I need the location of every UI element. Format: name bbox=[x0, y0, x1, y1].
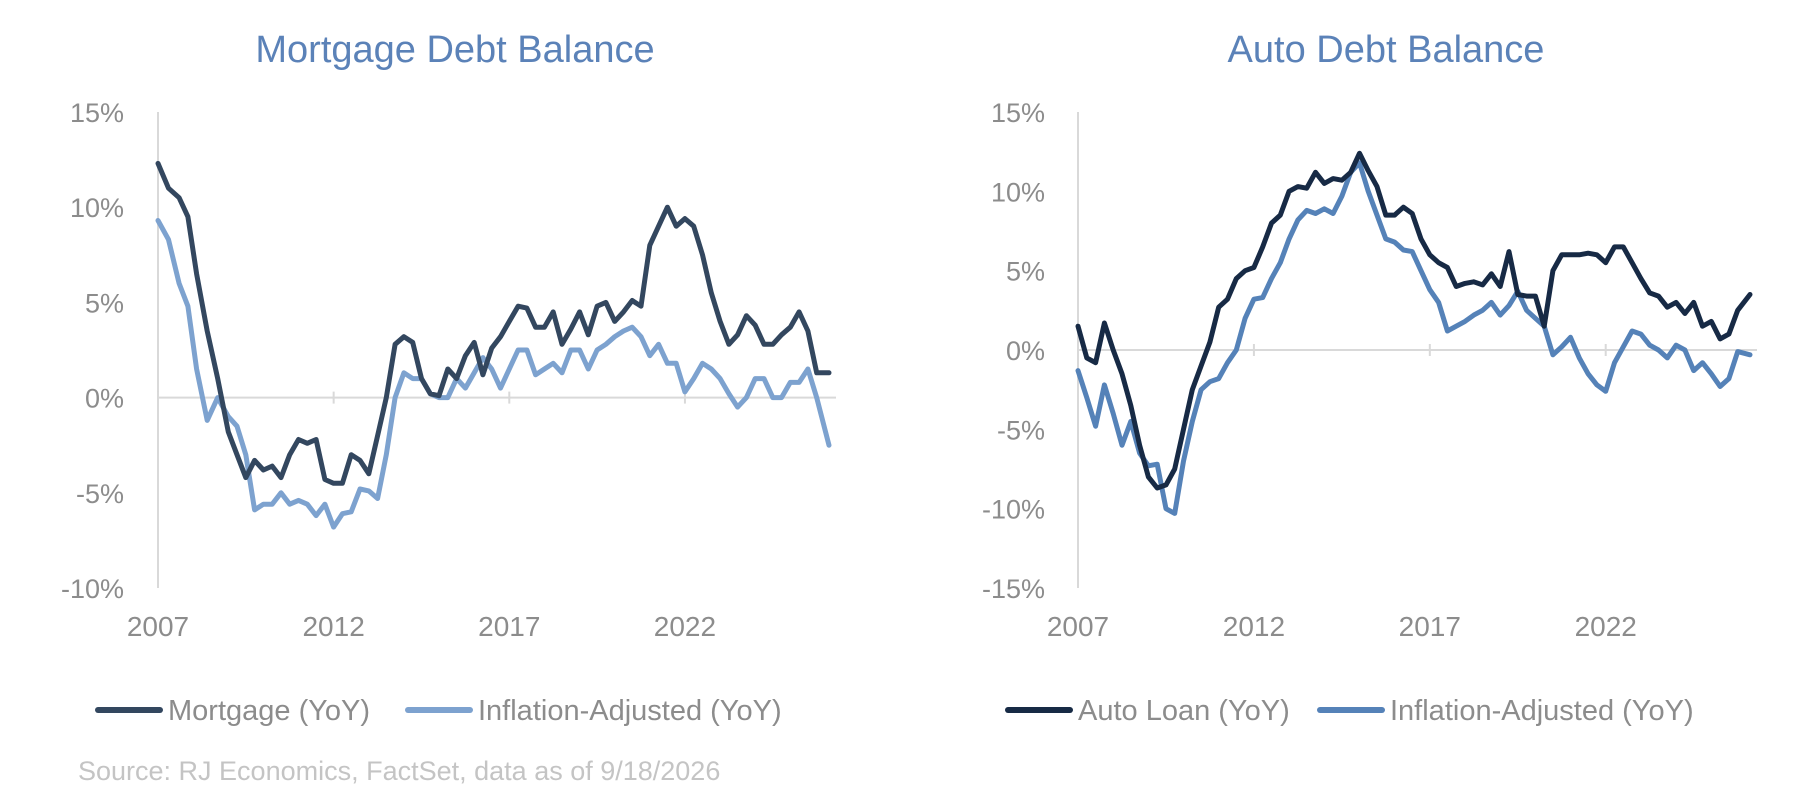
auto-x-tick-label: 2012 bbox=[1223, 611, 1285, 642]
mortgage-y-tick-label: 10% bbox=[70, 193, 124, 223]
mortgage-y-tick-label: 15% bbox=[70, 98, 124, 128]
auto-chart-title: Auto Debt Balance bbox=[1228, 29, 1545, 71]
auto-x-tick-label: 2007 bbox=[1047, 611, 1109, 642]
auto-legend-label: Inflation-Adjusted (YoY) bbox=[1390, 695, 1694, 727]
auto-x-tick-label: 2022 bbox=[1575, 611, 1637, 642]
auto-x-tick-label: 2017 bbox=[1399, 611, 1461, 642]
auto-series-line-primary bbox=[1075, 150, 1753, 491]
mortgage-legend-label: Inflation-Adjusted (YoY) bbox=[478, 695, 782, 727]
mortgage-x-tick-label: 2012 bbox=[302, 611, 364, 642]
mortgage-legend-label: Mortgage (YoY) bbox=[168, 695, 370, 727]
mortgage-chart: Mortgage Debt Balance -10% -5% 0% 5% 10% 15% 20… bbox=[61, 29, 836, 727]
auto-chart: Auto Debt Balance -15% -10% -5% 0% 5% 10% 15% 20… bbox=[982, 29, 1757, 727]
mortgage-chart-title: Mortgage Debt Balance bbox=[255, 29, 654, 71]
mortgage-series-line-primary bbox=[155, 160, 832, 486]
auto-y-tick-label: 10% bbox=[991, 177, 1045, 207]
auto-y-tick-label: -5% bbox=[997, 415, 1045, 445]
source-note: Source: RJ Economics, FactSet, data as o… bbox=[78, 756, 721, 786]
auto-series-line-inflation-adjusted bbox=[1075, 160, 1753, 516]
auto-y-tick-label: -15% bbox=[982, 574, 1045, 604]
mortgage-series-line-inflation-adjusted bbox=[155, 218, 832, 530]
mortgage-y-tick-label: 0% bbox=[85, 384, 124, 414]
mortgage-x-tick-label: 2007 bbox=[127, 611, 189, 642]
mortgage-y-tick-label: -10% bbox=[61, 574, 124, 604]
auto-y-tick-label: 15% bbox=[991, 98, 1045, 128]
auto-legend-label: Auto Loan (YoY) bbox=[1078, 695, 1290, 727]
auto-y-tick-label: -10% bbox=[982, 495, 1045, 525]
auto-y-tick-label: 5% bbox=[1006, 257, 1045, 287]
mortgage-x-tick-label: 2022 bbox=[654, 611, 716, 642]
mortgage-x-tick-label: 2017 bbox=[478, 611, 540, 642]
mortgage-y-tick-label: 5% bbox=[85, 288, 124, 318]
auto-y-tick-label: 0% bbox=[1006, 336, 1045, 366]
mortgage-y-tick-label: -5% bbox=[76, 479, 124, 509]
